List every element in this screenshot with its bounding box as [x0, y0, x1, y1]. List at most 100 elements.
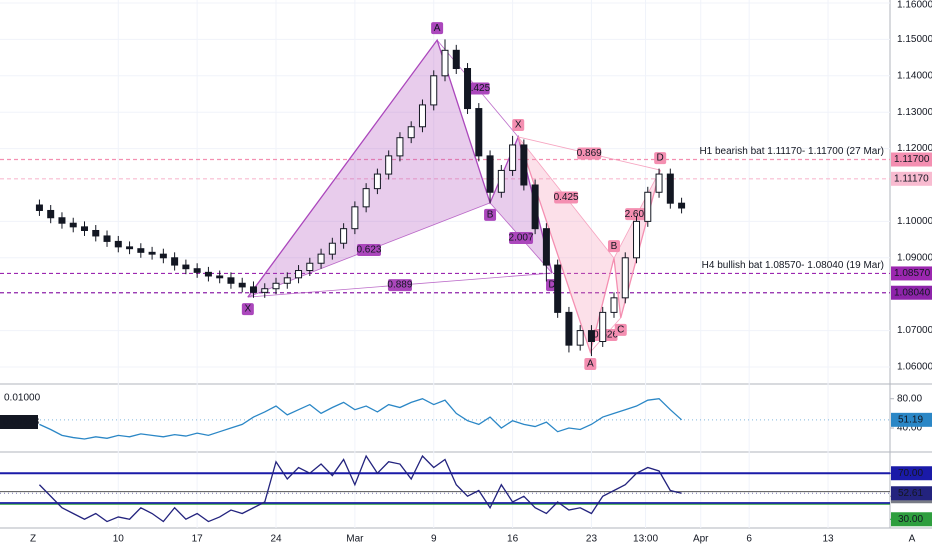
candle-body — [599, 311, 607, 343]
candle-body — [58, 217, 66, 224]
point-label: X — [515, 120, 522, 131]
y-tick-label: 70.00 — [898, 468, 923, 479]
pattern-fill — [490, 136, 553, 274]
price-label-box — [891, 152, 932, 167]
candle-body — [137, 248, 145, 253]
candle-body — [464, 68, 472, 110]
y-tick-label: 1.07000 — [897, 325, 932, 336]
ratio-label: 0.869 — [577, 148, 602, 159]
candle-body — [80, 226, 88, 231]
candle-body — [565, 311, 573, 346]
candle-body — [182, 264, 190, 270]
point-label: B — [611, 241, 618, 252]
ratio-label: 0.623 — [356, 245, 381, 256]
candle-body — [159, 253, 167, 259]
y-tick-label: 1.10000 — [897, 216, 932, 227]
candle-body — [306, 262, 314, 272]
point-label-box — [654, 152, 667, 165]
left-scale-label: 0.01000 — [4, 393, 41, 404]
annotation: H4 bullish bat 1.08570- 1.08040 (19 Mar) — [702, 260, 884, 271]
ratio-box — [554, 191, 579, 204]
x-tick-label: Apr — [693, 534, 709, 545]
candle-body — [295, 270, 303, 279]
x-tick-label: 10 — [113, 534, 125, 545]
candle-body — [272, 282, 280, 290]
candle-body — [148, 251, 156, 255]
ratio-label: 0.425 — [554, 192, 579, 203]
price-label: 1.11170 — [894, 173, 929, 184]
candle-body — [531, 184, 539, 230]
ratio-box — [577, 147, 602, 160]
ratio-box — [387, 279, 412, 292]
candle-body — [249, 286, 257, 293]
candle-body — [396, 137, 404, 157]
candle-body — [576, 330, 584, 346]
candle-body — [486, 155, 494, 193]
candle-body — [655, 173, 663, 193]
current-value-label: 51.19 — [898, 414, 923, 425]
point-label-box — [431, 22, 444, 35]
point-label-box — [484, 208, 497, 221]
candle-body — [644, 191, 652, 222]
point-label-box — [241, 303, 254, 316]
price-label: 1.08040 — [894, 287, 931, 298]
candle-body — [204, 271, 212, 277]
candle-body — [283, 277, 291, 284]
point-label: C — [617, 324, 624, 335]
candle-body — [452, 49, 460, 70]
point-label: A — [587, 359, 594, 370]
left-value-label: 0.00548 — [3, 417, 40, 428]
x-tick-label: 23 — [586, 534, 598, 545]
candle-body — [542, 228, 550, 266]
candle-body — [362, 188, 370, 208]
y-tick-label: 1.13000 — [897, 107, 932, 118]
ratio-box — [509, 231, 534, 244]
point-label: A — [434, 23, 441, 34]
corner-label: A — [909, 534, 916, 545]
candle-body — [35, 204, 43, 211]
x-tick-label: 9 — [431, 534, 437, 545]
candle-body — [509, 144, 517, 171]
y-tick-label: 1.16000 — [897, 0, 932, 11]
y-tick-label: 1.15000 — [897, 34, 932, 45]
ratio-box — [356, 243, 381, 256]
point-label: X — [245, 304, 252, 315]
candle-body — [373, 173, 381, 190]
y-tick-label: 30.00 — [898, 514, 923, 525]
candle-body — [340, 228, 348, 244]
pattern-fill — [518, 136, 614, 353]
y-tick-label: 80.00 — [897, 393, 922, 404]
left-value-box — [0, 415, 38, 429]
candle-body — [418, 104, 426, 128]
candle-body — [666, 173, 674, 204]
candle-body — [520, 144, 528, 186]
current-value-box — [891, 412, 932, 427]
point-label-box — [614, 323, 627, 336]
y-tick-label: 1.09000 — [897, 252, 932, 263]
y-tick-label: 40.00 — [897, 423, 922, 434]
candle-body — [351, 206, 359, 230]
candle-body — [171, 257, 179, 266]
point-label: D — [548, 280, 555, 291]
ratio-box — [625, 208, 650, 221]
candle-body — [103, 235, 111, 242]
ratio-label: 0.425 — [465, 83, 490, 94]
candle-body — [114, 240, 122, 248]
candle-body — [227, 277, 235, 284]
candle-body — [92, 229, 100, 237]
corner-label: Z — [30, 534, 36, 545]
candle-body — [317, 253, 325, 264]
candle-body — [554, 264, 562, 313]
current-value-box — [891, 486, 932, 501]
pattern-fill — [247, 40, 491, 298]
price-label: 1.08570 — [894, 268, 931, 279]
price-label-box — [891, 266, 932, 281]
tick-box — [891, 466, 932, 481]
ratio-label: 2.609 — [625, 209, 650, 220]
point-label-box — [512, 118, 525, 131]
candle-body — [441, 49, 449, 77]
candle-body — [385, 155, 393, 175]
ratio-label: 2.007 — [509, 233, 534, 244]
point-label-box — [584, 358, 597, 371]
